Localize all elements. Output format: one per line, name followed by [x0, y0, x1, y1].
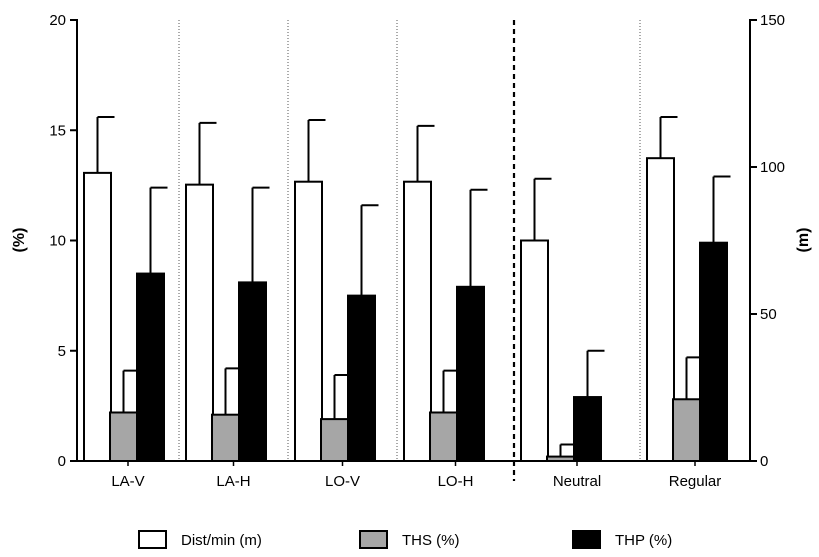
- x-tick-label: LO-H: [438, 473, 474, 490]
- legend-swatch-dist-min-m: [138, 530, 167, 549]
- legend-label-ths: THS (%): [402, 532, 460, 549]
- legend-swatch-ths: [359, 530, 388, 549]
- bar-dist-min-m: [185, 183, 214, 462]
- x-tick-label: Neutral: [553, 473, 601, 490]
- left-tick-label: 10: [49, 233, 66, 250]
- group-dividers: [178, 20, 641, 481]
- bar-thp: [573, 396, 602, 462]
- right-axis-title: (m): [795, 228, 812, 253]
- bar-dist-min-m: [294, 180, 323, 462]
- left-tick-label: 0: [58, 453, 66, 470]
- right-tick-label: 100: [760, 159, 785, 176]
- bar-ths: [211, 413, 240, 463]
- right-tick-label: 0: [760, 453, 768, 470]
- right-tick-label: 50: [760, 306, 777, 323]
- bar-ths: [320, 418, 349, 463]
- bar-thp: [136, 272, 165, 463]
- bar-thp: [238, 281, 267, 462]
- left-axis-title: (%): [11, 228, 28, 253]
- axes: 0 5 10 15 20 0 50 100 150 LA-V LA-H LO-V LO-H Neutral…: [49, 12, 785, 490]
- legend-label-thp: THP (%): [615, 532, 672, 549]
- left-tick-label: 15: [49, 122, 66, 139]
- bars: [83, 116, 731, 463]
- bar-dist-min-m: [646, 157, 675, 462]
- left-tick-label: 20: [49, 12, 66, 29]
- bar-dist-min-m: [403, 180, 432, 462]
- bar-dist-min-m: [83, 171, 112, 462]
- right-tick-label: 150: [760, 12, 785, 29]
- bar-dist-min-m: [520, 239, 549, 462]
- bar-thp: [347, 294, 376, 462]
- bar-ths: [672, 398, 701, 463]
- legend-label-dist-min-m: Dist/min (m): [181, 532, 262, 549]
- legend: Dist/min (m) THS (%) THP (%): [138, 530, 672, 549]
- bar-ths: [109, 411, 138, 462]
- bar-thp: [699, 241, 728, 462]
- x-tick-label: Regular: [669, 473, 722, 490]
- bar-thp: [456, 285, 485, 462]
- bar-ths: [429, 411, 458, 462]
- legend-swatch-thp: [572, 530, 601, 549]
- x-tick-label: LA-H: [216, 473, 250, 490]
- x-tick-label: LO-V: [325, 473, 360, 490]
- x-tick-label: LA-V: [111, 473, 144, 490]
- left-tick-label: 5: [58, 343, 66, 360]
